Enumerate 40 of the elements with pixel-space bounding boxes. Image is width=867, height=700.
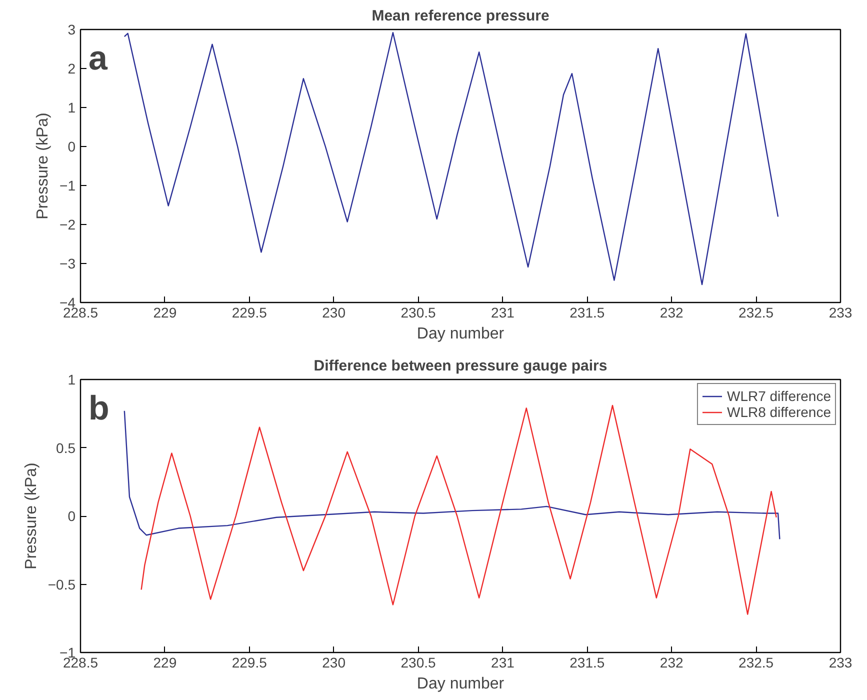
x-tick-label: 232 — [660, 654, 684, 670]
x-tick-label: 230.5 — [400, 304, 436, 320]
y-axis-title: Pressure (kPa) — [22, 462, 40, 570]
x-tick-label: 231 — [491, 304, 515, 320]
chart-title: Difference between pressure gauge pairs — [314, 358, 608, 374]
x-tick-label: 233 — [828, 654, 852, 670]
y-axis-title: Pressure (kPa) — [34, 112, 52, 220]
annotation: a — [88, 40, 108, 78]
x-tick-label: 229 — [153, 654, 177, 670]
legend-label: WLR7 difference — [726, 388, 831, 404]
y-tick-label: 1 — [68, 100, 76, 116]
x-tick-label: 230 — [322, 654, 346, 670]
x-tick-label: 233 — [828, 304, 852, 320]
x-tick-label: 231.5 — [570, 654, 605, 670]
y-tick-label: 0 — [68, 138, 76, 154]
x-tick-label: 231.5 — [570, 304, 605, 320]
y-tick-label: 3 — [68, 22, 76, 38]
y-tick-label: 1 — [68, 372, 76, 388]
x-tick-label: 230 — [322, 304, 346, 320]
y-tick-label: −2 — [60, 216, 76, 232]
y-tick-label: 0.5 — [56, 440, 76, 456]
x-tick-label: 229.5 — [232, 654, 268, 670]
x-tick-label: 230.5 — [400, 654, 436, 670]
y-tick-label: 0 — [68, 508, 76, 524]
y-tick-label: 2 — [68, 60, 76, 76]
x-tick-label: 229.5 — [232, 304, 268, 320]
x-tick-label: 232 — [660, 304, 684, 320]
x-tick-label: 232.5 — [738, 654, 774, 670]
x-axis-title: Day number — [416, 326, 505, 342]
y-tick-label: −0.5 — [48, 576, 76, 592]
x-tick-label: 231 — [491, 654, 515, 670]
y-tick-label: −3 — [60, 256, 76, 272]
y-tick-label: −1 — [60, 178, 76, 194]
x-tick-label: 229 — [153, 304, 177, 320]
annotation: b — [88, 390, 110, 428]
line-series — [124, 32, 779, 286]
x-tick-label: 232.5 — [738, 304, 774, 320]
legend-label: WLR8 difference — [726, 404, 831, 420]
x-axis-title: Day number — [416, 676, 505, 692]
chart-title: Mean reference pressure — [372, 8, 550, 24]
